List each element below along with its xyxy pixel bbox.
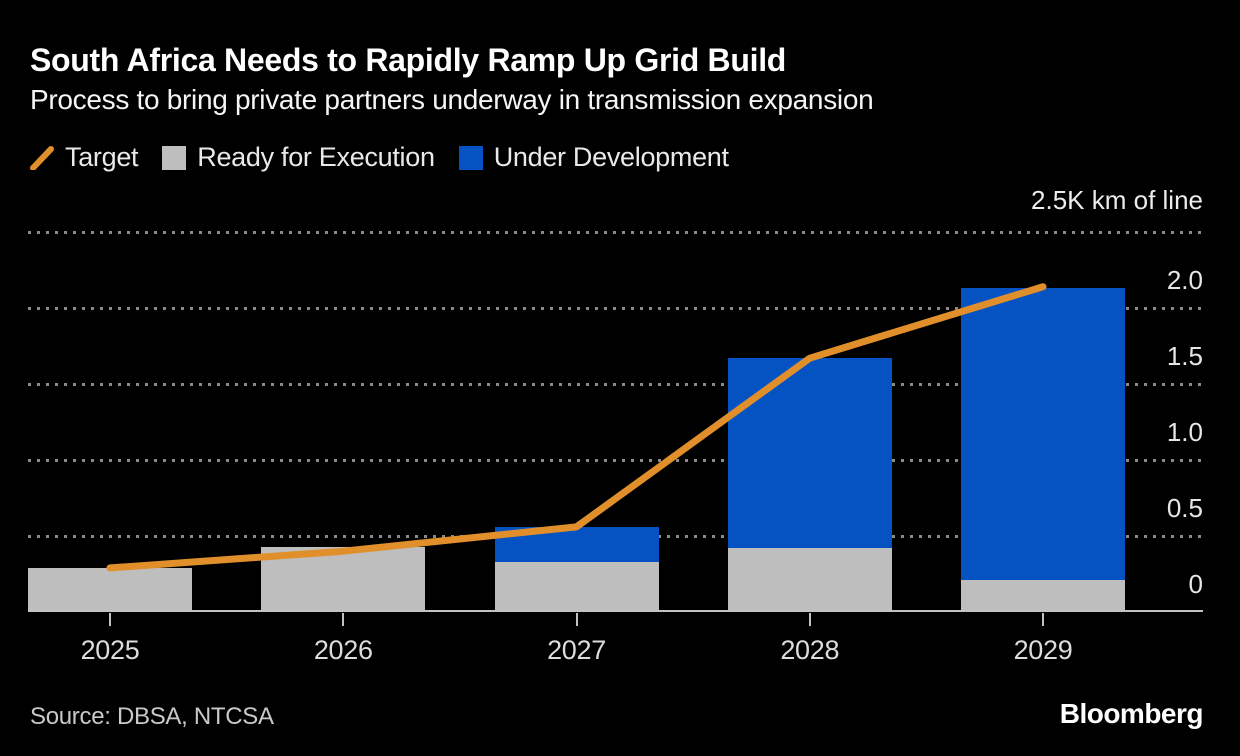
y-axis-tick-label: 0.5 xyxy=(1166,493,1203,523)
x-axis-label: 2026 xyxy=(313,635,373,665)
bar-segment-ready-for-execution xyxy=(961,580,1125,612)
x-axis-label: 2027 xyxy=(547,635,606,665)
y-axis-unit-label: 2.5K km of line xyxy=(1031,185,1203,215)
bar-segment-ready-for-execution xyxy=(727,548,892,612)
bar-segment-under-development xyxy=(727,358,892,549)
y-axis-tick-label: 1.0 xyxy=(1166,417,1203,447)
x-axis-tick xyxy=(1042,613,1044,626)
x-axis-tick xyxy=(342,613,345,626)
page-subtitle: Process to bring private partners underw… xyxy=(30,84,874,115)
y-axis-tick-label: 2.0 xyxy=(1166,265,1203,295)
x-axis-label: 2025 xyxy=(80,635,140,665)
legend-target-label: Target xyxy=(65,142,139,172)
bar-segment-ready-for-execution xyxy=(28,567,192,612)
gridline xyxy=(28,231,1203,234)
under-development-swatch-icon xyxy=(458,145,483,170)
bloomberg-logo: Bloomberg xyxy=(1059,698,1204,729)
y-axis-tick-label: 0 xyxy=(1188,569,1203,599)
gridline xyxy=(28,383,1203,386)
bar-segment-under-development xyxy=(961,288,1125,581)
chart-legend: Target Ready for Execution Under Develop… xyxy=(30,142,729,173)
x-axis-tick xyxy=(575,613,578,626)
target-line-icon xyxy=(30,145,54,170)
legend-item-target: Target xyxy=(30,142,139,173)
legend-ready-for-execution-label: Ready for Execution xyxy=(197,142,435,172)
x-axis-line xyxy=(28,610,1203,612)
legend-item-ready-for-execution: Ready for Execution xyxy=(162,142,435,173)
bar-segment-ready-for-execution xyxy=(494,561,659,612)
legend-item-under-development: Under Development xyxy=(458,142,729,173)
ready-for-execution-swatch-icon xyxy=(162,145,187,170)
x-axis-tick xyxy=(808,613,811,626)
x-axis-tick xyxy=(109,613,111,626)
y-axis-tick-label: 1.5 xyxy=(1166,341,1203,371)
x-axis-label: 2029 xyxy=(1013,635,1073,665)
source-note: Source: DBSA, NTCSA xyxy=(30,703,274,730)
gridline xyxy=(28,307,1203,310)
gridline xyxy=(28,459,1203,462)
legend-under-development-label: Under Development xyxy=(493,142,729,172)
page-title: South Africa Needs to Rapidly Ramp Up Gr… xyxy=(30,42,787,78)
x-axis-label: 2028 xyxy=(780,635,840,665)
